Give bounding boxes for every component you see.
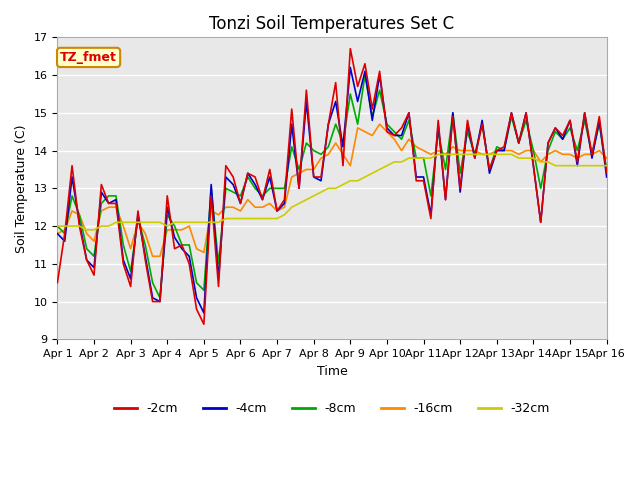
Text: TZ_fmet: TZ_fmet — [60, 51, 117, 64]
X-axis label: Time: Time — [317, 365, 348, 378]
Y-axis label: Soil Temperature (C): Soil Temperature (C) — [15, 124, 28, 252]
Legend: -2cm, -4cm, -8cm, -16cm, -32cm: -2cm, -4cm, -8cm, -16cm, -32cm — [109, 397, 555, 420]
Title: Tonzi Soil Temperatures Set C: Tonzi Soil Temperatures Set C — [209, 15, 454, 33]
